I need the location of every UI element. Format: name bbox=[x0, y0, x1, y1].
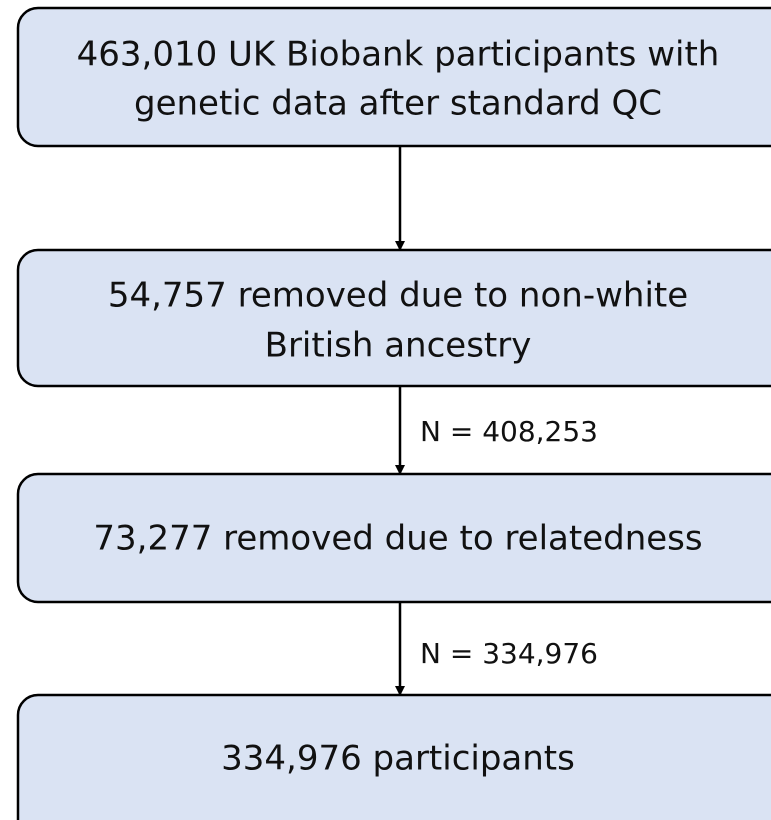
node-text: 463,010 UK Biobank participants with bbox=[77, 35, 720, 75]
node-box bbox=[16, 693, 771, 820]
node-box bbox=[16, 6, 771, 148]
node-text: genetic data after standard QC bbox=[134, 84, 662, 124]
node-text: 54,757 removed due to non-white bbox=[108, 276, 688, 316]
node-box bbox=[16, 248, 771, 388]
node-text: British ancestry bbox=[265, 326, 532, 366]
edge-label: N = 334,976 bbox=[420, 637, 598, 670]
edge-label: N = 408,253 bbox=[420, 415, 598, 448]
node-text: 334,976 participants bbox=[221, 739, 575, 779]
node-text: 73,277 removed due to relatedness bbox=[93, 519, 702, 559]
node-box bbox=[16, 472, 771, 604]
